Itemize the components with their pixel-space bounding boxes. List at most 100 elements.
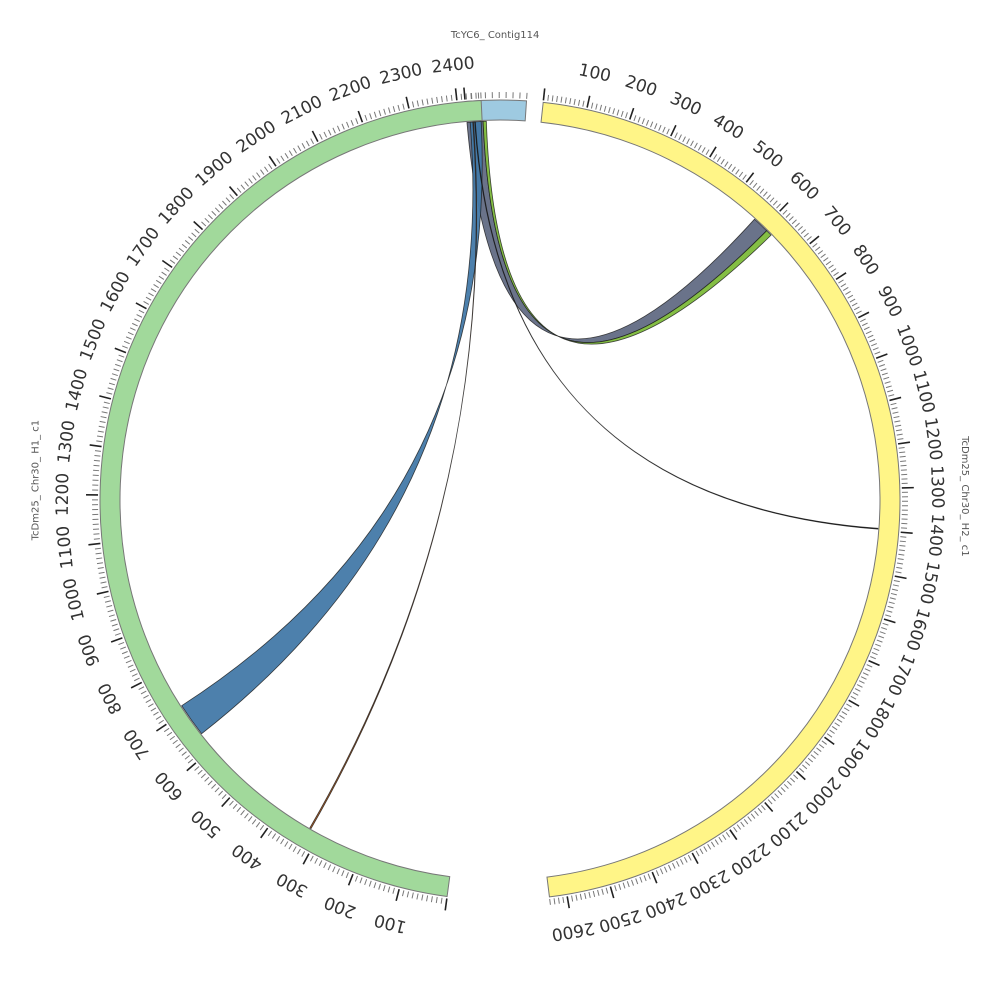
minor-tick [236,187,242,193]
major-tick [135,302,147,310]
minor-tick [155,715,162,720]
minor-tick [562,896,565,904]
minor-tick [416,100,419,107]
minor-tick [899,540,906,543]
minor-tick [319,133,323,140]
minor-tick [626,881,630,888]
major-tick [347,873,354,886]
tick-layer: 100 2003004005006007008009001000110012001… [53,53,948,944]
minor-tick [140,690,147,695]
minor-tick [846,703,852,708]
minor-tick [284,152,289,159]
chromosome-name-tcdm25-chr30-h2-c1: TcDm25_ Chr30_ H2_ c1 [959,435,970,557]
minor-tick [327,129,332,136]
minor-tick [573,98,576,105]
minor-tick [738,171,744,178]
minor-tick [828,264,834,269]
minor-tick [690,140,694,147]
minor-tick [710,841,715,848]
minor-tick [793,774,799,780]
tick-label: 1700 [123,224,164,271]
tick-label: 1000 [892,322,926,370]
minor-tick [100,581,107,584]
minor-tick [595,103,598,110]
major-tick [897,441,911,445]
minor-tick [364,114,368,121]
minor-tick [743,819,749,825]
minor-tick [431,97,434,104]
ideogram-tcdm25-chr30-h1-c1 [99,99,483,898]
minor-tick [114,632,121,636]
major-tick [779,202,789,212]
minor-tick [752,182,758,189]
minor-tick [749,179,754,186]
tick-label: 1200 [53,473,74,517]
major-tick [764,801,774,813]
minor-tick [194,766,200,771]
minor-tick [782,209,788,215]
minor-tick [549,898,551,905]
minor-tick [103,595,110,598]
minor-tick [323,131,328,138]
minor-tick [264,166,269,173]
minor-tick [107,387,114,390]
minor-tick [318,860,323,866]
minor-tick [769,197,775,203]
major-tick [894,575,907,580]
minor-tick [118,641,125,646]
minor-tick [138,309,145,314]
minor-tick [323,862,327,869]
minor-tick [783,783,789,789]
ideogram-tcdm25-chr30-h2-c1 [540,101,901,898]
minor-tick [341,870,345,877]
minor-tick [812,243,818,248]
tick-label: 300 [667,88,705,120]
minor-tick [260,169,265,175]
tick-label: 1900 [832,735,874,782]
minor-tick [426,98,429,105]
minor-tick [297,145,302,152]
minor-tick [368,880,372,887]
minor-tick [251,819,257,825]
minor-tick [197,769,203,775]
minor-tick [705,149,710,156]
major-tick [89,444,102,448]
minor-tick [99,420,106,424]
minor-tick [222,200,227,206]
minor-tick [861,322,868,327]
minor-tick [116,359,123,363]
tick-label: 1500 [76,316,110,364]
major-tick [228,186,238,197]
minor-tick [551,95,554,102]
major-tick [883,618,896,624]
minor-tick [240,810,245,816]
tick-label: 1100 [908,368,938,415]
tick-label: 1200 [920,416,946,462]
minor-tick [96,557,103,560]
major-tick [110,637,123,643]
minor-tick [94,450,102,452]
minor-tick [201,221,207,227]
minor-tick [618,883,622,890]
minor-tick [639,876,643,883]
minor-tick [553,898,556,905]
tick-label: 400 [228,839,266,874]
minor-tick [720,158,725,165]
minor-tick [392,887,395,894]
minor-tick [129,668,136,673]
minor-tick [172,255,179,260]
minor-tick [807,757,814,763]
minor-tick [397,104,401,111]
minor-tick [655,870,660,877]
minor-tick [790,777,796,783]
tick-label: 2200 [726,838,773,879]
minor-tick [108,614,115,618]
minor-tick [897,438,904,440]
minor-tick [111,373,118,377]
minor-tick [894,420,901,423]
tick-label: 1700 [883,651,919,699]
tick-label: 1600 [97,268,135,316]
minor-tick [104,600,111,603]
minor-tick [148,292,154,297]
minor-tick [714,839,719,845]
